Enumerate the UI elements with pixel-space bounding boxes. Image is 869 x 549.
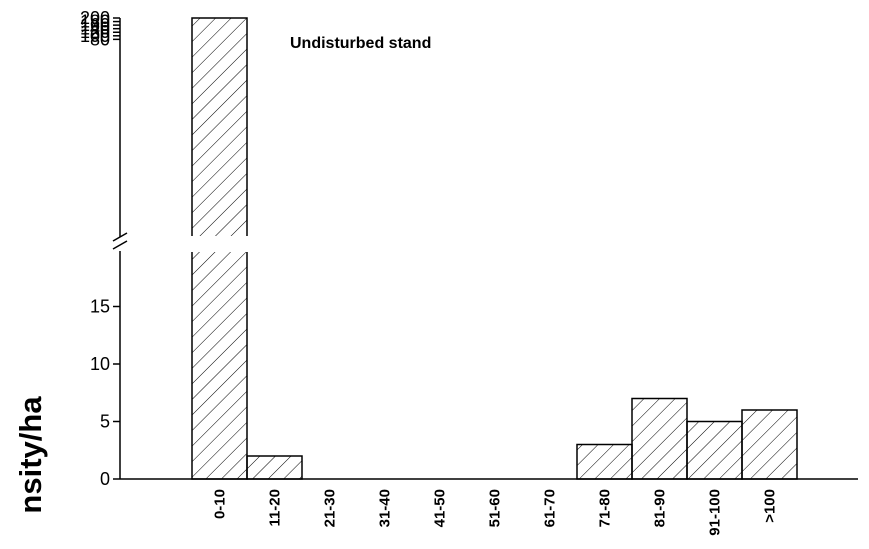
bar->100 <box>741 409 798 480</box>
bar-11-20 <box>246 455 303 480</box>
y-tick-label: 15 <box>90 297 110 317</box>
axes-group <box>112 17 858 480</box>
y-tick-label: 180 <box>80 12 110 32</box>
bar-71-80 <box>576 443 633 480</box>
x-tick-label: 71-80 <box>597 489 614 527</box>
x-tick-label: >100 <box>762 489 779 523</box>
chart-title: Undisturbed stand <box>290 35 431 52</box>
y-axis-label: nsity/ha <box>13 396 48 514</box>
x-tick-label: 81-90 <box>652 489 669 527</box>
x-tick-label: 31-40 <box>377 489 394 527</box>
x-tick-label: 61-70 <box>542 489 559 527</box>
x-tick-label: 0-10 <box>212 489 229 519</box>
x-tick-label: 51-60 <box>487 489 504 527</box>
y-tick-label: 80 <box>90 29 110 49</box>
y-tick-label: 160 <box>80 15 110 35</box>
y-tick-label: 0 <box>100 469 110 489</box>
x-tick-label: 21-30 <box>322 489 339 527</box>
y-tick-label: 140 <box>80 19 110 39</box>
axis-break-mark <box>112 240 128 250</box>
y-tick-label: 200 <box>80 8 110 28</box>
axis-break-mark <box>112 232 128 242</box>
y-tick-label: 120 <box>80 22 110 42</box>
bar-81-90 <box>631 397 688 480</box>
x-tick-label: 41-50 <box>432 489 449 527</box>
x-tick-label: 11-20 <box>267 489 284 527</box>
y-tick-label: 100 <box>80 26 110 46</box>
labels-group: Undisturbed stand nsity/ha 0 5 10 15 8010012… <box>13 8 779 536</box>
x-tick-label: 91-100 <box>707 489 724 536</box>
bar-break-gap <box>190 236 249 252</box>
bar-91-100 <box>686 420 743 480</box>
y-tick-label: 5 <box>100 412 110 432</box>
y-tick-label: 10 <box>90 354 110 374</box>
bars-group <box>190 17 798 480</box>
